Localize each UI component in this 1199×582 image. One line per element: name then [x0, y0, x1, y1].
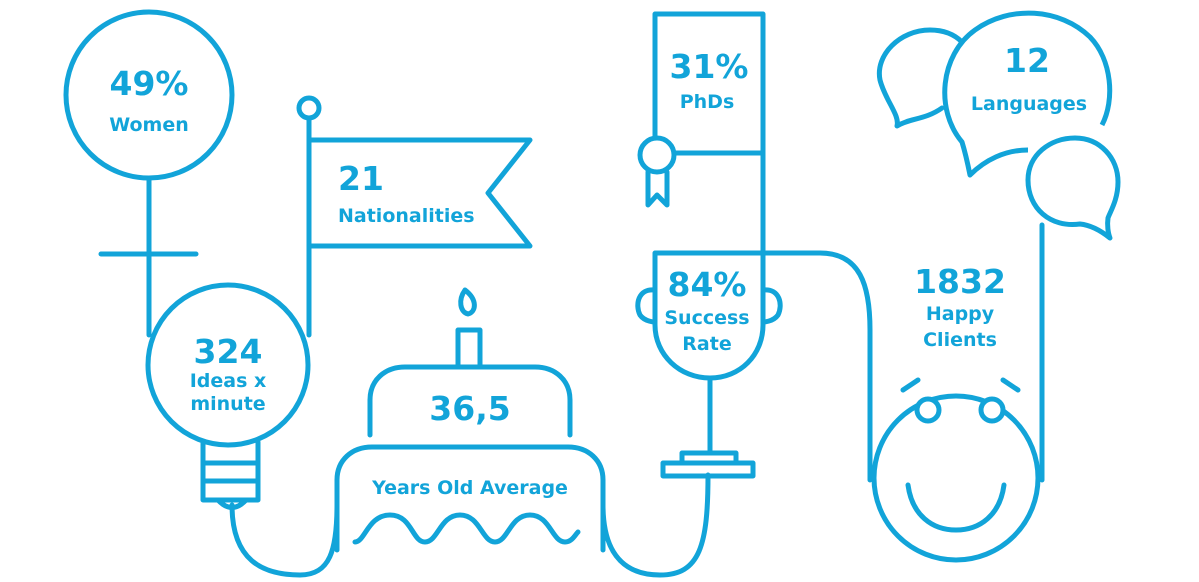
light-bulb-icon	[145, 282, 311, 510]
diploma-ribbon-icon	[637, 11, 766, 256]
nationalities-value: 21	[338, 159, 384, 198]
trophy-cup-icon	[635, 250, 783, 479]
success-label-line2: Rate	[682, 333, 731, 355]
success-label-line1: Success	[664, 307, 749, 329]
women-value: 49%	[110, 64, 189, 103]
success-value: 84%	[668, 265, 747, 304]
connecting-line	[600, 472, 711, 578]
birthday-cake-icon	[334, 287, 606, 553]
ideas-label-line2: minute	[190, 393, 265, 415]
smiley-face-icon	[871, 377, 1041, 563]
clients-value: 1832	[914, 262, 1006, 301]
age-label: Years Old Average	[371, 477, 568, 499]
phds-value: 31%	[670, 47, 749, 86]
phds-label: PhDs	[680, 91, 735, 113]
female-symbol-icon	[63, 9, 235, 338]
women-label: Women	[109, 114, 189, 136]
languages-value: 12	[1004, 41, 1050, 80]
ideas-value: 324	[194, 332, 263, 371]
languages-label: Languages	[971, 93, 1087, 115]
clients-label-line2: Clients	[923, 329, 997, 351]
clients-label-line1: Happy	[926, 303, 995, 325]
connecting-line	[229, 502, 340, 578]
connecting-line	[760, 250, 873, 483]
ideas-label-line1: Ideas x	[190, 370, 267, 392]
flag-icon	[296, 95, 533, 338]
nationalities-label: Nationalities	[338, 205, 475, 227]
speech-bubbles-icon	[876, 10, 1121, 241]
age-value: 36,5	[429, 389, 510, 428]
